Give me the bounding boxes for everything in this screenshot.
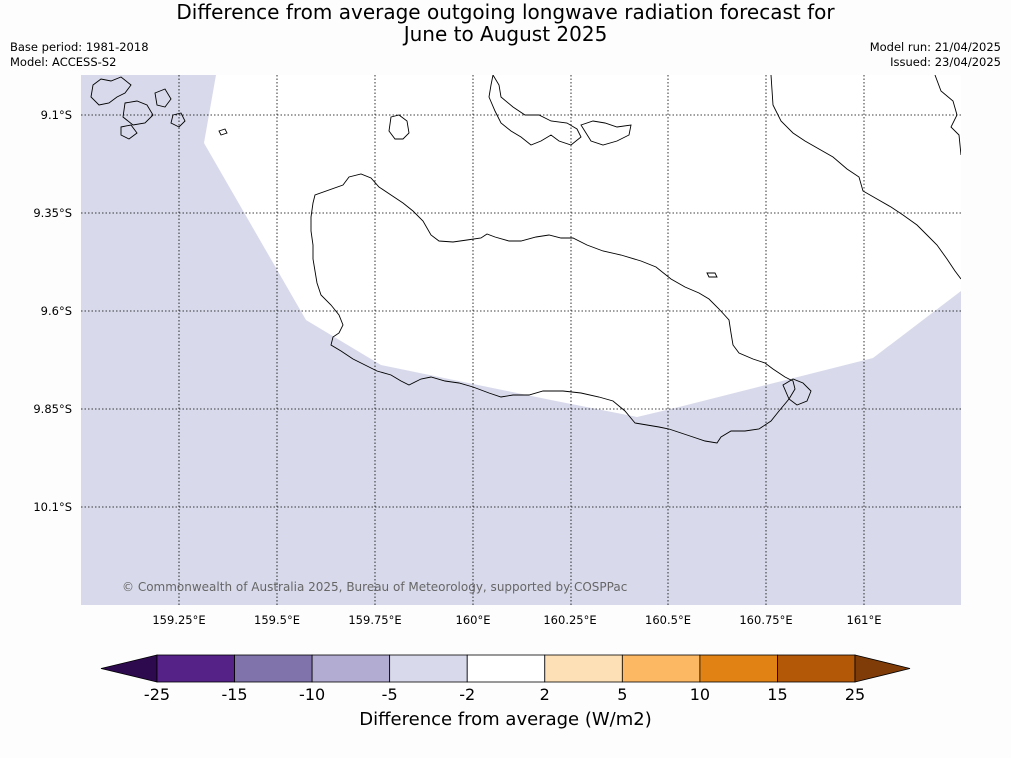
lon-label: 159.5°E	[254, 613, 300, 627]
issued-date: Issued: 23/04/2025	[890, 55, 1001, 69]
malaita-coastline	[770, 75, 961, 280]
lat-label: 9.85°S	[33, 402, 72, 416]
colorbar-segment	[234, 654, 313, 683]
nggela-east-coastline	[580, 120, 632, 146]
lat-label: 9.1°S	[40, 108, 72, 122]
small-island-coastline	[388, 114, 410, 140]
colorbar-extend-low	[100, 654, 158, 683]
russell-islet-3-coastline	[120, 124, 138, 140]
colorbar-tick-label: 15	[767, 685, 788, 704]
lon-label: 160°E	[455, 613, 491, 627]
russell-islands-south-coastline	[122, 100, 154, 126]
nggela-islands-coastline	[488, 75, 582, 146]
colorbar-extend-high	[854, 654, 911, 683]
lat-label: 9.6°S	[40, 304, 72, 318]
colorbar-segment	[699, 654, 778, 683]
colorbar-title: Difference from average (W/m2)	[359, 709, 652, 730]
colorbar-tick-label: -25	[143, 685, 171, 704]
meta-left: Base period: 1981-2018 Model: ACCESS-S2	[10, 40, 149, 70]
marau-island-coastline	[782, 378, 812, 406]
lat-label: 9.35°S	[33, 206, 72, 220]
lon-label: 159.75°E	[348, 613, 402, 627]
tiny-islet-coastline	[218, 128, 228, 136]
map-title: Difference from average outgoing longwav…	[0, 1, 1011, 45]
colorbar-segment	[621, 654, 701, 683]
colorbar-tick-label: -2	[459, 685, 476, 704]
colorbar-tick-label: 25	[844, 685, 866, 704]
guadalcanal-coastline	[310, 173, 796, 444]
lon-label: 160.25°E	[543, 613, 597, 627]
colorbar-tick-label: -5	[381, 685, 398, 704]
colorbar-segment	[777, 654, 856, 683]
graticule	[81, 75, 961, 605]
model-run: Model run: 21/04/2025	[869, 40, 1001, 54]
colorbar-tick-label: 10	[689, 685, 711, 704]
russell-islet-coastline	[154, 88, 172, 108]
colorbar-segment	[544, 654, 623, 683]
base-period: Base period: 1981-2018	[10, 40, 149, 54]
title-line-1: Difference from average outgoing longwav…	[176, 0, 835, 24]
map-panel	[81, 75, 961, 605]
copyright-notice: © Commonwealth of Australia 2025, Bureau…	[122, 580, 628, 594]
lat-label: 10.1°S	[33, 500, 72, 514]
lon-label: 160.5°E	[645, 613, 691, 627]
tiny-islet-2-coastline	[706, 272, 718, 278]
title-line-2: June to August 2025	[403, 22, 608, 46]
colorbar-tick-label: -15	[221, 685, 248, 704]
colorbar-tick-label: 5	[617, 685, 628, 704]
colorbar-tick-label: -10	[299, 685, 326, 704]
lon-label: 159.25°E	[152, 613, 206, 627]
russell-islet-2-coastline	[170, 112, 186, 128]
colorbar-tick-label: 2	[539, 685, 550, 704]
lon-label: 160.75°E	[739, 613, 793, 627]
colorbar-segment	[311, 654, 391, 683]
colorbar-segment	[156, 654, 235, 683]
coastlines	[90, 75, 961, 444]
colorbar-segment	[466, 654, 546, 683]
meta-right: Model run: 21/04/2025 Issued: 23/04/2025	[870, 40, 1001, 70]
malaita-north-coastline	[934, 75, 961, 156]
model-name: Model: ACCESS-S2	[10, 55, 117, 69]
russell-islands-coastline	[90, 76, 132, 106]
neutral-anomaly-region	[204, 75, 961, 417]
colorbar-segment	[389, 654, 468, 683]
lon-label: 161°E	[846, 613, 882, 627]
